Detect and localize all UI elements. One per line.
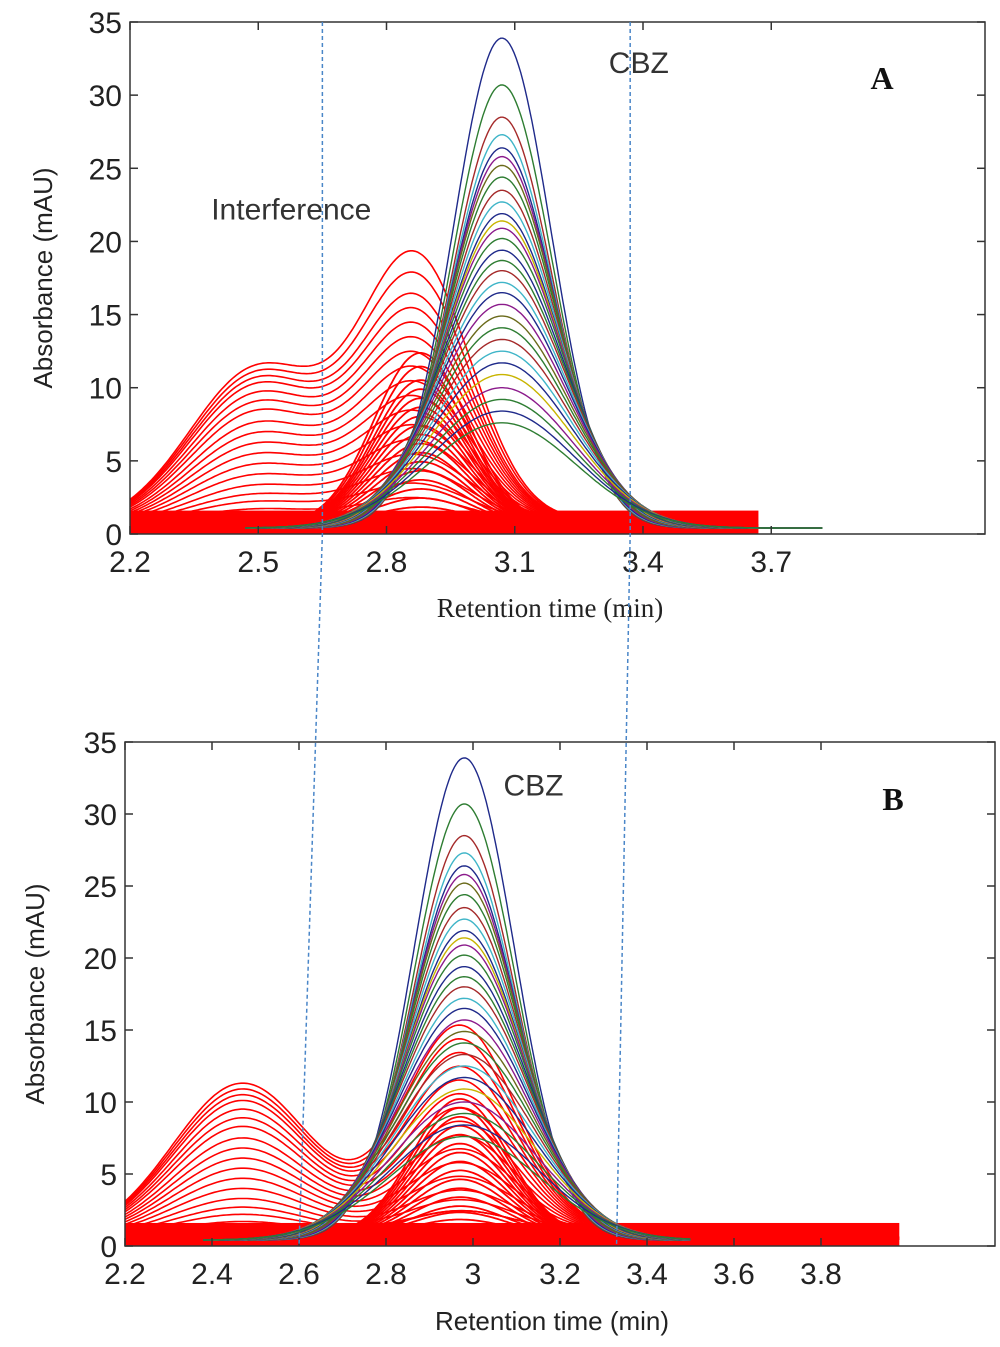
x-tick-label: 2.4 bbox=[191, 1258, 233, 1291]
panel-a-x-ticks: 2.2 2.5 2.8 3.1 3.4 3.7 bbox=[109, 22, 792, 579]
x-tick-label: 2.6 bbox=[278, 1258, 320, 1291]
panel-b-annotations: CBZ bbox=[503, 769, 563, 802]
chart-annotation: CBZ bbox=[609, 47, 669, 80]
x-tick-label: 3.2 bbox=[539, 1258, 581, 1291]
cbz-trace bbox=[203, 894, 691, 1241]
x-tick-label: 2.8 bbox=[365, 1258, 407, 1291]
y-tick-label: 30 bbox=[84, 799, 117, 832]
y-tick-label: 20 bbox=[84, 943, 117, 976]
panel-a-y-ticks: 0 5 10 15 20 25 30 35 bbox=[89, 7, 985, 552]
panel-a-x-axis-label: Retention time (min) bbox=[437, 593, 663, 623]
x-tick-label: 2.2 bbox=[109, 546, 151, 579]
y-tick-label: 25 bbox=[89, 153, 122, 186]
cbz-trace bbox=[245, 213, 823, 529]
y-tick-label: 15 bbox=[84, 1015, 117, 1048]
cbz-trace bbox=[245, 270, 823, 529]
panel-a-y-axis-label: Absorbance (mAU) bbox=[28, 167, 58, 388]
chart-annotation: CBZ bbox=[503, 769, 563, 802]
panel-b-plot-frame bbox=[124, 741, 996, 1247]
panel-b-x-axis-label: Retention time (min) bbox=[435, 1306, 669, 1336]
y-tick-label: 30 bbox=[89, 80, 122, 113]
panel-a-annotations: CBZ Interference bbox=[211, 47, 669, 226]
x-tick-label: 3.8 bbox=[800, 1258, 842, 1291]
panel-b-x-ticks: 2.2 2.4 2.6 2.8 3 3.2 3.4 3.6 3.8 bbox=[104, 742, 842, 1291]
panel-b-label: B bbox=[882, 781, 903, 817]
x-tick-label: 2.8 bbox=[366, 546, 408, 579]
guide-line bbox=[615, 22, 631, 1247]
y-tick-label: 35 bbox=[89, 7, 122, 40]
y-tick-label: 20 bbox=[89, 226, 122, 259]
x-tick-label: 3.7 bbox=[750, 546, 792, 579]
y-tick-label: 5 bbox=[105, 446, 122, 479]
x-tick-label: 3 bbox=[465, 1258, 482, 1291]
y-tick-label: 35 bbox=[84, 727, 117, 760]
cbz-trace bbox=[203, 803, 691, 1241]
y-tick-label: 15 bbox=[89, 300, 122, 333]
panel-a-plot-frame bbox=[129, 21, 986, 535]
cbz-trace bbox=[245, 37, 823, 529]
cbz-trace bbox=[203, 1135, 691, 1241]
x-tick-label: 3.4 bbox=[622, 546, 664, 579]
guide-line bbox=[298, 22, 324, 1247]
panel-a-chart: 0 5 10 15 20 25 30 35 2.2 2.5 2.8 3.1 3.4 3.7 Retent… bbox=[28, 7, 986, 623]
cbz-trace bbox=[245, 116, 823, 529]
x-tick-label: 3.1 bbox=[494, 546, 536, 579]
y-tick-label: 0 bbox=[105, 519, 122, 552]
y-tick-label: 0 bbox=[100, 1231, 117, 1264]
panel-a-label: A bbox=[870, 60, 893, 96]
panel-b-y-ticks: 0 5 10 15 20 25 30 35 bbox=[84, 727, 995, 1264]
panel-b-traces bbox=[125, 757, 900, 1246]
cbz-trace bbox=[245, 176, 823, 529]
y-tick-label: 5 bbox=[100, 1159, 117, 1192]
x-tick-label: 2.5 bbox=[237, 546, 279, 579]
panel-b-chart: 0 5 10 15 20 25 30 35 2.2 2.4 2.6 2.8 3 3.2 3.4 3.6 3.8… bbox=[20, 727, 996, 1336]
x-tick-label: 3.4 bbox=[626, 1258, 668, 1291]
x-tick-label: 3.6 bbox=[713, 1258, 755, 1291]
x-tick-label: 2.2 bbox=[104, 1258, 146, 1291]
baseline-band bbox=[125, 1222, 900, 1246]
cbz-trace bbox=[203, 997, 691, 1241]
chart-annotation: Interference bbox=[211, 193, 371, 226]
y-tick-label: 25 bbox=[84, 871, 117, 904]
cbz-trace bbox=[245, 227, 823, 529]
vertical-guide-lines bbox=[298, 22, 631, 1247]
y-tick-label: 10 bbox=[89, 373, 122, 406]
y-tick-label: 10 bbox=[84, 1087, 117, 1120]
panel-a-traces bbox=[130, 37, 823, 534]
cbz-trace bbox=[245, 422, 823, 529]
panel-b-y-axis-label: Absorbance (mAU) bbox=[20, 883, 50, 1104]
